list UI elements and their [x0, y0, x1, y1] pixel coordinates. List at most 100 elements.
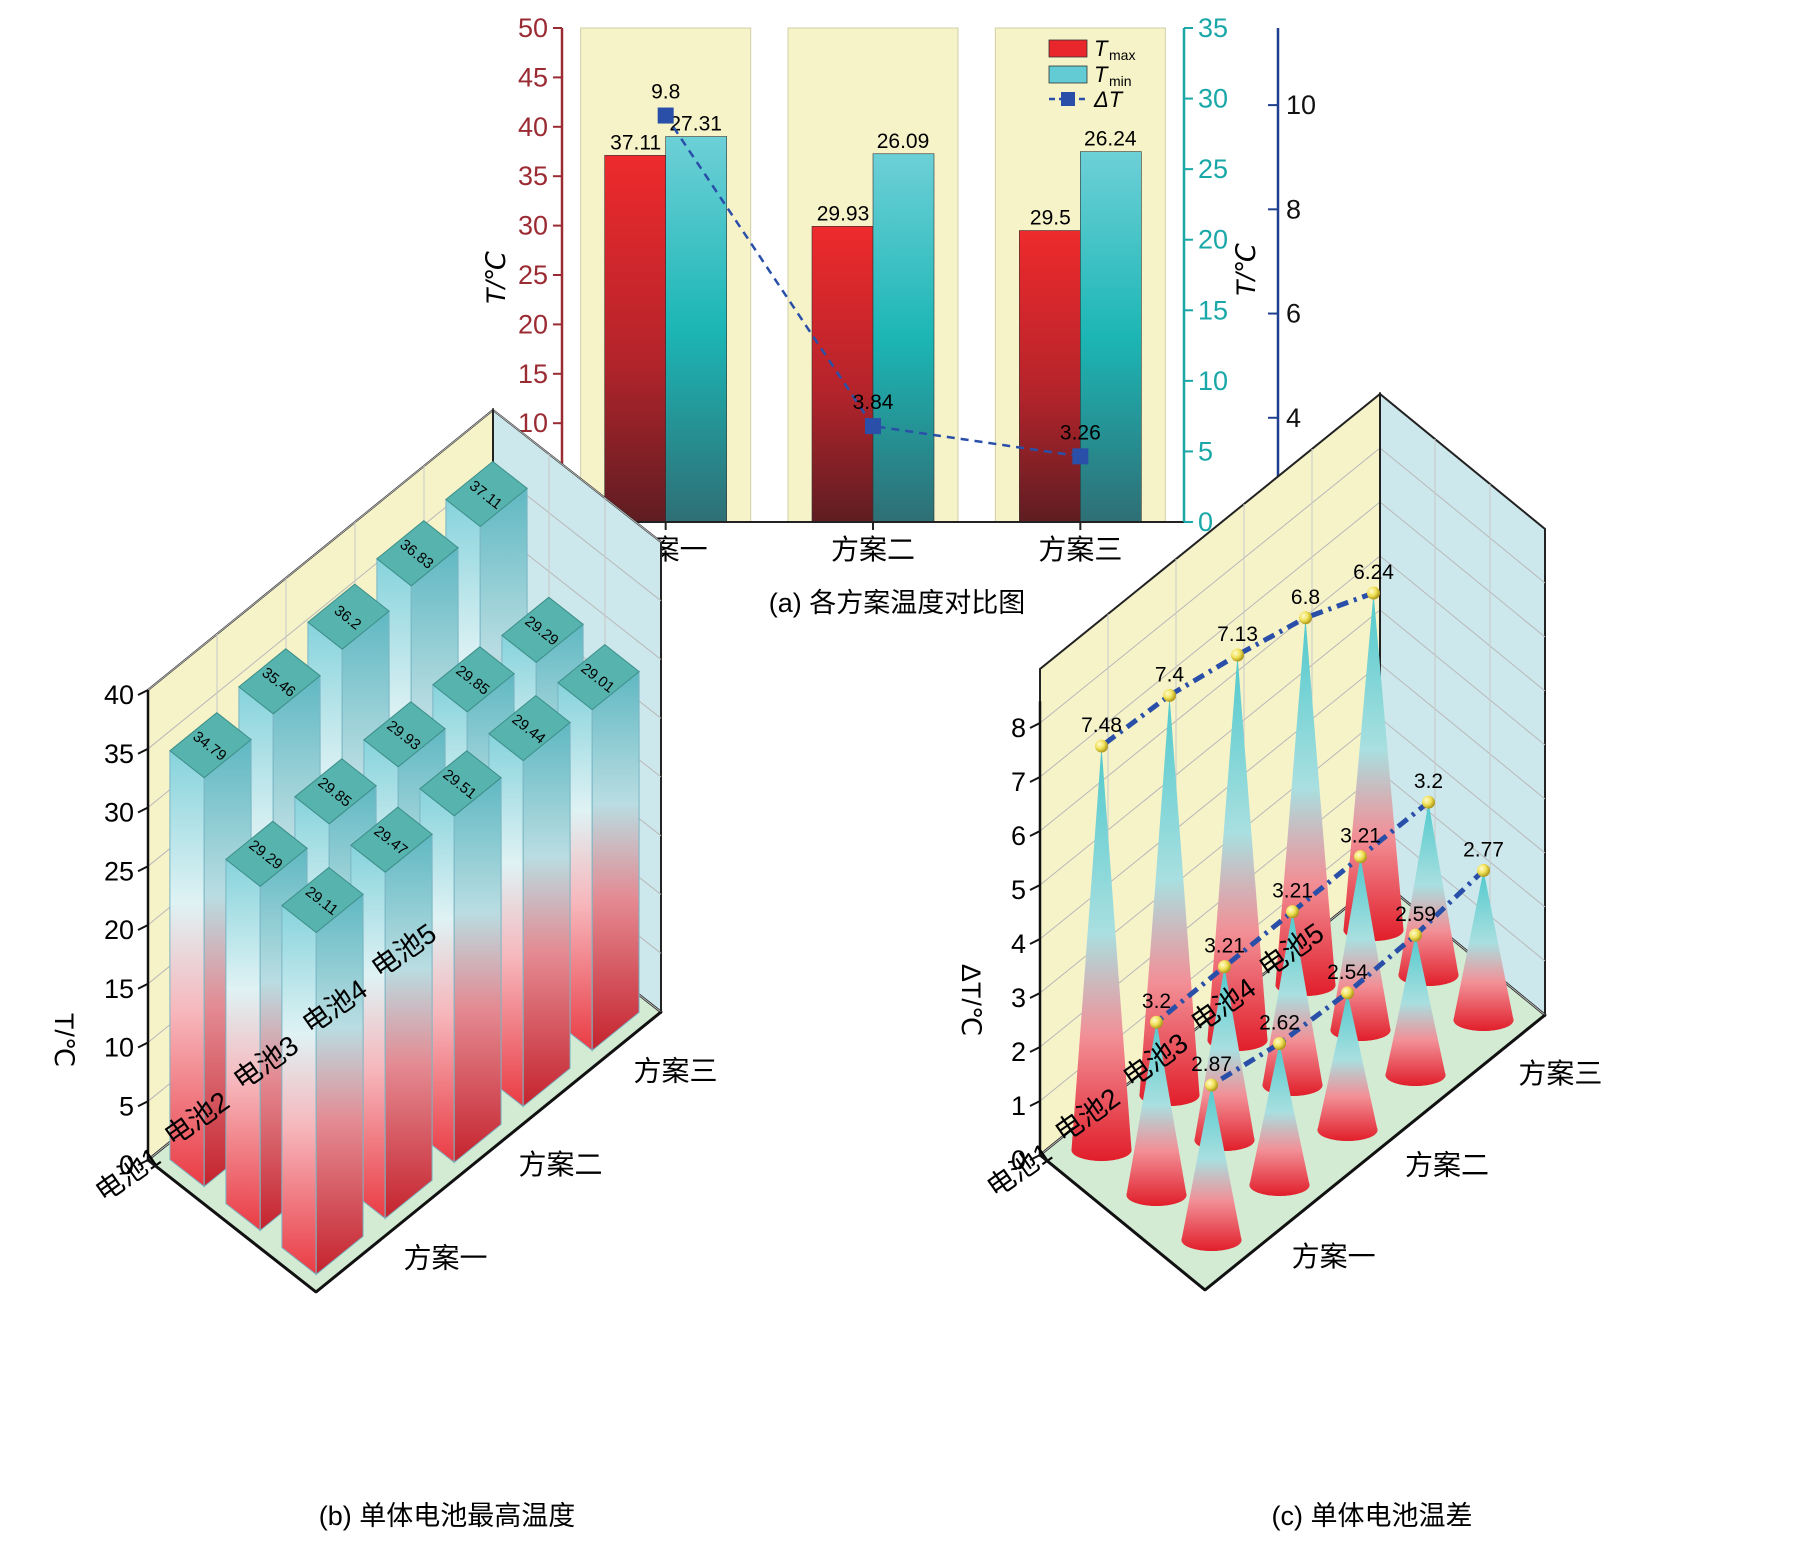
col-axis-tick-label: 方案三: [1518, 1058, 1602, 1089]
cone-tip-marker: [1286, 905, 1299, 919]
z-axis-tick: [137, 806, 149, 814]
cone-tip-marker: [1477, 863, 1490, 877]
bar3d-top: [445, 460, 528, 528]
cone-label: 2.87: [1191, 1053, 1232, 1076]
data-label-tmax: 37.11: [610, 131, 661, 154]
cone-label: 7.48: [1081, 714, 1122, 737]
point-delta-t: [657, 107, 674, 124]
z-axis-tick-label: 30: [104, 798, 134, 828]
col-axis-tick-label: 方案三: [634, 1056, 718, 1087]
z-axis-tick-label: 15: [104, 974, 134, 1004]
z-axis-tick-label: 3: [1011, 983, 1026, 1013]
cone: [1139, 695, 1200, 1106]
cone-label: 3.21: [1272, 880, 1313, 903]
chart-a: 37.11 27.31 29.93 26.09 29.5 26.24 9.8 3.84 3.26…: [481, 13, 1316, 565]
cone-label: 3.21: [1204, 935, 1245, 958]
cone-label: 7.4: [1155, 663, 1185, 686]
cone: [1275, 617, 1336, 996]
cone-tip-marker: [1218, 960, 1231, 974]
z-axis-tick-label: 20: [104, 915, 134, 945]
col-axis-tick-label: 方案二: [1405, 1150, 1489, 1181]
bar-tmax: [1019, 230, 1081, 523]
cone-tip-marker: [1095, 739, 1108, 753]
bar-tmax: [811, 225, 874, 523]
data-label-tmin: 26.09: [877, 130, 930, 153]
bar3d-top: [419, 750, 502, 817]
z-axis-tick-label: 7: [1011, 767, 1026, 797]
far-axis-tick-label: 4: [1286, 403, 1301, 433]
z-axis-title: ΔT/℃: [956, 964, 986, 1036]
legend-label-tmax: T: [1094, 36, 1109, 61]
bar3d-face-side: [384, 833, 433, 1220]
cone-tip-marker: [1163, 688, 1176, 702]
legend-swatch-tmax: [1048, 39, 1088, 58]
col-axis-tick-label: 方案一: [1292, 1241, 1376, 1272]
x-axis-tick-label: 方案三: [1038, 534, 1122, 565]
bar3d-top: [557, 643, 640, 711]
point-delta-t: [865, 418, 881, 435]
z-axis-tick-label: 40: [104, 680, 134, 710]
z-axis-tick-label: 0: [1011, 1145, 1026, 1175]
bar3d-top: [363, 701, 446, 768]
left-axis-tick-label: 20: [518, 309, 548, 339]
z-axis-tick: [137, 1041, 149, 1049]
left-axis-tick-label: 25: [518, 260, 548, 290]
cone-label: 3.21: [1340, 825, 1381, 848]
right-axis-tick-label: 35: [1198, 13, 1228, 43]
right-axis-tick-label: 25: [1198, 154, 1228, 184]
z-axis-tick-label: 25: [104, 856, 134, 886]
cone-label: 2.62: [1259, 1012, 1300, 1035]
series-line-cone: [1154, 800, 1431, 1025]
cone-label: 6.24: [1353, 561, 1394, 584]
z-axis-tick: [1029, 776, 1041, 783]
bar3d-top: [281, 866, 364, 934]
cone-label: 7.13: [1217, 623, 1258, 646]
bar3d-face-side: [522, 721, 571, 1108]
left-axis-tick-label: 40: [518, 112, 548, 142]
bar3d-top: [488, 694, 571, 762]
z-axis-tick: [1029, 830, 1041, 837]
bar-tmin: [872, 153, 935, 523]
bar3d-top: [307, 583, 390, 650]
bar3d-top: [501, 596, 584, 663]
bar-tmin: [665, 136, 727, 523]
bar3d-face-front: [225, 858, 261, 1232]
left-axis-tick-label: 15: [518, 359, 548, 389]
bar-tmin: [1080, 151, 1142, 523]
data-label-tmax: 29.5: [1030, 207, 1071, 230]
z-axis-tick: [1029, 1100, 1041, 1107]
right-axis-tick-label: 30: [1198, 84, 1228, 114]
cone-label: 3.2: [1414, 770, 1443, 793]
right-axis-tick-label: 5: [1198, 436, 1213, 466]
col-axis: [1039, 1153, 1206, 1292]
cone-label: 6.8: [1291, 586, 1320, 609]
z-axis-tick-label: 10: [104, 1033, 134, 1063]
left-axis-tick-label: 30: [518, 211, 548, 241]
cone-tip-marker: [1409, 928, 1422, 942]
data-label-tmin: 26.24: [1084, 128, 1137, 151]
bar3d-top: [350, 806, 433, 873]
data-label-delta-t: 3.26: [1060, 421, 1101, 444]
far-axis-tick-label: 10: [1286, 90, 1316, 120]
floor-edge: [315, 1010, 662, 1294]
cone: [1071, 746, 1132, 1161]
legend-swatch-tmin: [1048, 65, 1088, 84]
z-axis-tick: [137, 865, 149, 873]
right-axis-tick-label: 15: [1198, 295, 1228, 325]
z-axis-tick: [137, 1100, 149, 1108]
z-axis-tick: [1029, 992, 1041, 999]
left-axis-title: T/℃: [481, 251, 511, 305]
z-axis-tick-label: 0: [119, 1150, 134, 1180]
bar3d-face-side: [453, 776, 502, 1164]
cone-tip-marker: [1299, 611, 1312, 625]
data-label-tmin: 27.31: [669, 113, 722, 136]
cone: [1262, 911, 1323, 1096]
cone: [1249, 1043, 1310, 1197]
legend-label-tmin: T: [1094, 62, 1109, 87]
z-axis-tick: [137, 1159, 149, 1166]
left-axis-tick-label: 45: [518, 62, 548, 92]
z-axis-tick: [137, 924, 149, 931]
bar-tmax: [604, 155, 666, 523]
